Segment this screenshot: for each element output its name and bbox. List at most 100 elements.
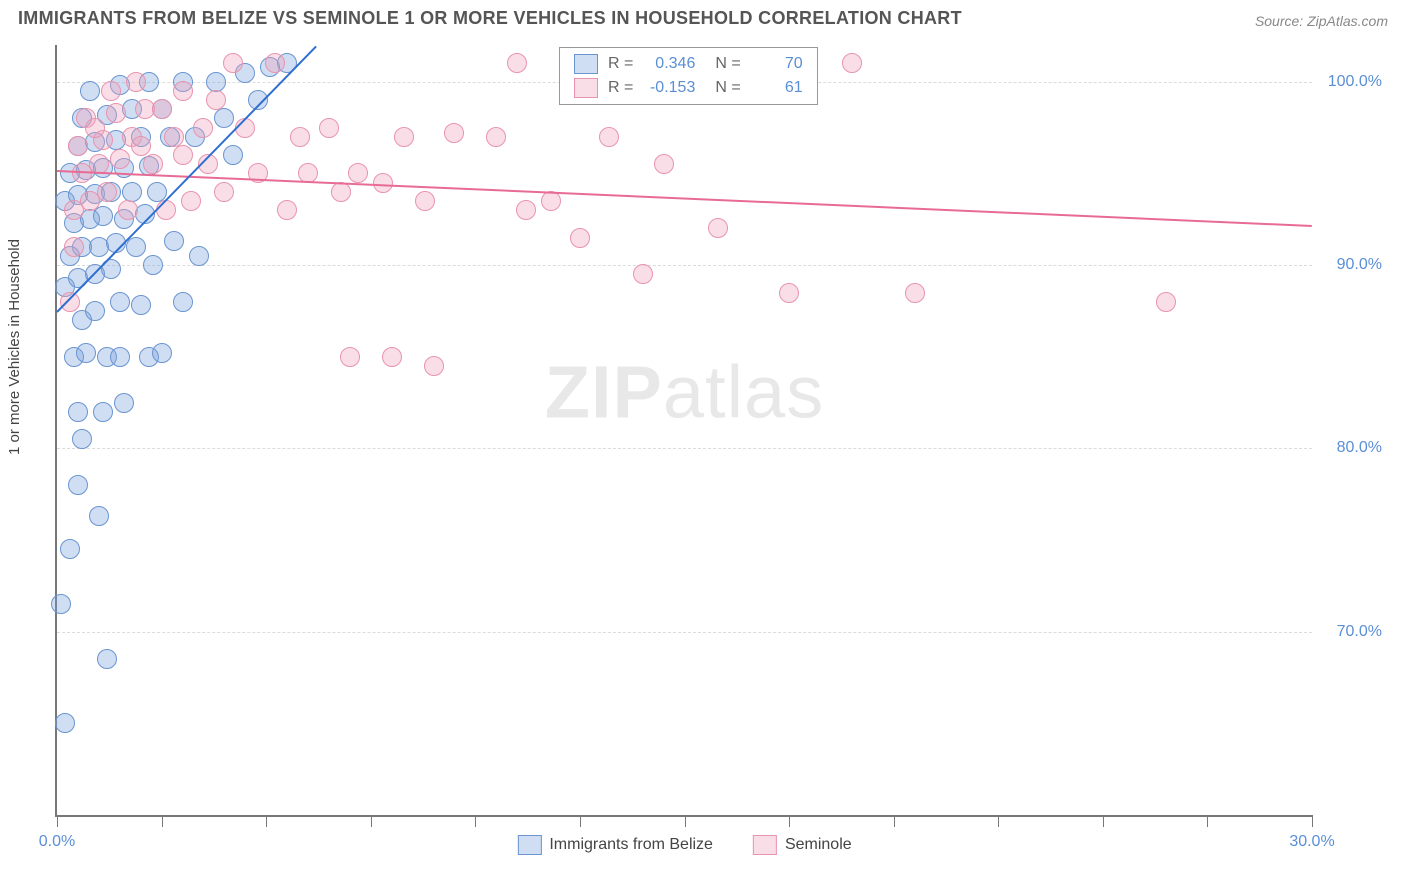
scatter-point [173,292,193,312]
scatter-point [319,118,339,138]
legend-label: Immigrants from Belize [549,836,713,854]
scatter-point [164,127,184,147]
scatter-point [143,255,163,275]
scatter-point [340,347,360,367]
scatter-point [214,108,234,128]
scatter-point [152,99,172,119]
gridline-h [57,448,1312,449]
y-axis-title: 1 or more Vehicles in Household [6,239,23,455]
scatter-point [110,292,130,312]
y-tick-label: 80.0% [1337,439,1382,457]
stat-r-value: 0.346 [643,55,695,73]
stat-n-label: N = [715,79,740,97]
scatter-point [93,402,113,422]
stat-n-value: 70 [751,55,803,73]
regression-line [57,170,1312,227]
scatter-point [290,127,310,147]
scatter-point [72,429,92,449]
source-prefix: Source: [1255,13,1307,29]
stats-legend-row: R = -0.153 N = 61 [560,76,817,100]
stat-r-value: -0.153 [643,79,695,97]
scatter-point [110,347,130,367]
scatter-point [1156,292,1176,312]
scatter-point [106,103,126,123]
legend-swatch [574,54,598,74]
scatter-point [131,136,151,156]
scatter-point [842,53,862,73]
scatter-point [394,127,414,147]
x-tick [1312,815,1313,827]
gridline-h [57,632,1312,633]
x-tick-label: 30.0% [1289,833,1334,851]
scatter-point [126,72,146,92]
watermark-bold: ZIP [545,350,663,433]
gridline-h [57,265,1312,266]
stats-legend: R = 0.346 N = 70 R = -0.153 N = 61 [559,47,818,105]
scatter-point [779,283,799,303]
scatter-point [60,539,80,559]
scatter-point [214,182,234,202]
stat-r-label: R = [608,79,633,97]
scatter-point [76,343,96,363]
scatter-point [68,475,88,495]
source-name: ZipAtlas.com [1307,13,1388,29]
stat-n-label: N = [715,55,740,73]
scatter-point [265,53,285,73]
legend-item: Immigrants from Belize [517,835,713,855]
watermark-thin: atlas [663,350,824,433]
scatter-point [654,154,674,174]
scatter-point [189,246,209,266]
scatter-point [382,347,402,367]
x-tick [580,815,581,827]
x-tick [685,815,686,827]
x-tick [894,815,895,827]
legend-swatch [574,78,598,98]
scatter-point [60,292,80,312]
scatter-point [68,402,88,422]
y-tick-label: 100.0% [1328,73,1382,91]
scatter-point [223,145,243,165]
scatter-point [223,53,243,73]
scatter-point [156,200,176,220]
stat-n-value: 61 [751,79,803,97]
scatter-point [173,145,193,165]
x-tick [475,815,476,827]
legend-label: Seminole [785,836,852,854]
scatter-point [570,228,590,248]
legend-item: Seminole [753,835,852,855]
scatter-point [206,90,226,110]
scatter-point [486,127,506,147]
scatter-point [131,295,151,315]
scatter-point [193,118,213,138]
scatter-point [143,154,163,174]
header: IMMIGRANTS FROM BELIZE VS SEMINOLE 1 OR … [0,0,1406,35]
scatter-point [122,182,142,202]
scatter-point [277,200,297,220]
x-tick [998,815,999,827]
scatter-point [633,264,653,284]
x-tick [162,815,163,827]
chart-container: 1 or more Vehicles in Household ZIPatlas… [0,35,1406,887]
scatter-point [507,53,527,73]
chart-title: IMMIGRANTS FROM BELIZE VS SEMINOLE 1 OR … [18,8,962,29]
scatter-point [173,81,193,101]
scatter-point [126,237,146,257]
x-tick [371,815,372,827]
source-attribution: Source: ZipAtlas.com [1255,13,1388,29]
plot-area: ZIPatlas 70.0%80.0%90.0%100.0%0.0%30.0%R… [55,45,1312,817]
scatter-point [708,218,728,238]
stat-r-label: R = [608,55,633,73]
scatter-point [85,301,105,321]
scatter-point [68,136,88,156]
scatter-point [118,200,138,220]
scatter-point [599,127,619,147]
scatter-point [373,173,393,193]
scatter-point [164,231,184,251]
scatter-point [348,163,368,183]
series-legend: Immigrants from Belize Seminole [517,835,851,855]
x-tick [57,815,58,827]
stats-legend-row: R = 0.346 N = 70 [560,52,817,76]
scatter-point [444,123,464,143]
y-tick-label: 90.0% [1337,256,1382,274]
legend-swatch [517,835,541,855]
